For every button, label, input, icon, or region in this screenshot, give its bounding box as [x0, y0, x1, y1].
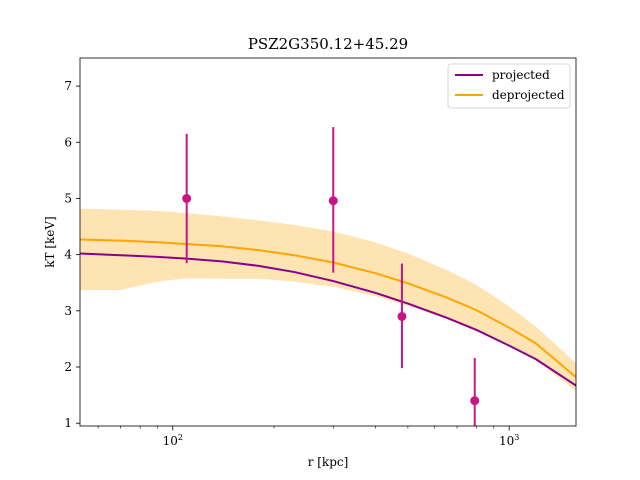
- confidence-band-layer: [80, 208, 576, 392]
- data-point: [470, 396, 480, 406]
- band-deprojected: [80, 208, 576, 392]
- y-tick-label: 2: [64, 360, 72, 374]
- x-tick-label: 102: [163, 433, 183, 448]
- data-point: [328, 196, 338, 206]
- x-axis-label: r [kpc]: [308, 455, 349, 469]
- y-tick-label: 3: [64, 304, 72, 318]
- plot-frame: [79, 57, 577, 427]
- y-tick-label: 1: [64, 416, 72, 430]
- legend-label-deprojected: deprojected: [492, 88, 565, 102]
- x-tick-label: 103: [499, 433, 519, 448]
- y-tick-label: 5: [64, 191, 72, 205]
- legend-label-projected: projected: [492, 68, 550, 82]
- line-projected: [80, 252, 576, 387]
- data-point: [182, 193, 192, 203]
- y-axis-label: kT [keV]: [43, 216, 57, 268]
- y-tick-label: 7: [64, 79, 72, 93]
- axes-layer: 1 2 3 4 5 6 7 102 103: [64, 79, 519, 448]
- chart-title: PSZ2G350.12+45.29: [248, 35, 408, 53]
- legend: projected deprojected: [447, 63, 571, 109]
- y-tick-label: 4: [64, 248, 72, 262]
- data-point: [397, 311, 407, 321]
- y-tick-label: 6: [64, 135, 72, 149]
- data-points-layer: [182, 127, 480, 426]
